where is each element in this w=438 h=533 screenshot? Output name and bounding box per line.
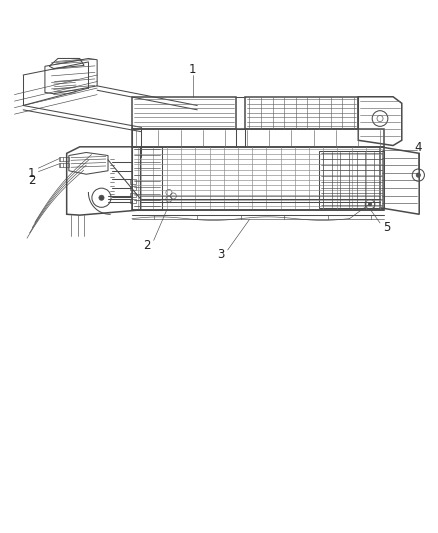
Text: 2: 2 (28, 174, 35, 187)
Text: 4: 4 (415, 141, 422, 154)
Text: 2: 2 (143, 239, 151, 252)
Circle shape (368, 203, 372, 206)
Circle shape (416, 173, 420, 177)
Text: 1: 1 (28, 167, 35, 180)
Text: 5: 5 (383, 221, 390, 234)
Text: 3: 3 (218, 248, 225, 261)
Circle shape (99, 195, 104, 200)
Text: 1: 1 (189, 63, 197, 76)
